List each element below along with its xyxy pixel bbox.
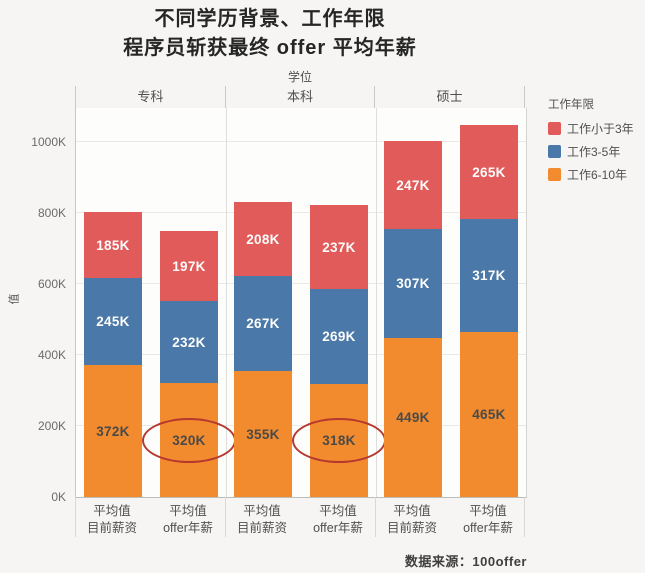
bar-segment: 269K xyxy=(310,289,368,384)
x-tick-label: 平均值 目前薪资 xyxy=(207,503,317,537)
bar-value-label: 269K xyxy=(322,329,356,344)
bar-segment: 185K xyxy=(84,212,142,278)
bar-value-label: 247K xyxy=(396,177,430,193)
bar-segment: 307K xyxy=(384,229,442,338)
gridline xyxy=(76,212,526,213)
x-tick-label-line: 平均值 xyxy=(93,504,131,518)
legend-label: 工作小于3年 xyxy=(567,122,634,136)
x-tick-label-line: offer年薪 xyxy=(163,521,213,535)
x-tick-label-line: 目前薪资 xyxy=(386,521,437,535)
legend-item: 工作3-5年 xyxy=(548,143,644,160)
annotation-ellipse xyxy=(142,417,236,463)
y-tick-label: 600K xyxy=(37,277,66,291)
x-tick-label: 平均值 offer年薪 xyxy=(133,503,243,537)
x-tick-label-line: offer年薪 xyxy=(313,521,363,535)
bar-value-label: 372K xyxy=(96,423,130,439)
bar-value-label: 355K xyxy=(246,426,280,442)
x-tick-label-line: 平均值 xyxy=(393,504,431,518)
panel-divider xyxy=(226,108,227,497)
facet-header: 本科 xyxy=(226,86,376,108)
legend: 工作年限 工作小于3年 工作3-5年 工作6-10年 xyxy=(548,96,644,189)
facet-header: 专科 xyxy=(75,86,226,108)
legend-item: 工作小于3年 xyxy=(548,120,644,137)
gridline xyxy=(76,141,526,142)
bar-value-label: 245K xyxy=(96,314,130,329)
legend-swatch xyxy=(548,122,561,135)
bar-value-label: 237K xyxy=(322,239,356,255)
gridline xyxy=(76,354,526,355)
x-tick-label: 平均值 offer年薪 xyxy=(433,503,543,537)
x-tick-label-line: offer年薪 xyxy=(463,521,513,535)
legend-title: 工作年限 xyxy=(548,99,594,111)
bar-segment: 232K xyxy=(160,301,218,383)
legend-swatch xyxy=(548,145,561,158)
x-axis-divider xyxy=(375,497,376,537)
bar-value-label: 197K xyxy=(172,258,206,274)
x-axis-divider xyxy=(75,497,76,537)
bar-value-label: 317K xyxy=(472,268,506,283)
bar-segment: 372K xyxy=(84,365,142,497)
y-tick-label: 200K xyxy=(37,419,66,433)
x-tick-label: 平均值 目前薪资 xyxy=(57,503,167,537)
facet-axis-title: 学位 xyxy=(287,70,312,84)
legend-items: 工作小于3年 工作3-5年 工作6-10年 xyxy=(548,120,644,183)
y-tick-label: 0K xyxy=(51,490,66,504)
x-tick-label-line: 平均值 xyxy=(319,504,357,518)
x-tick-label: 平均值 offer年薪 xyxy=(283,503,393,537)
y-tick-label: 800K xyxy=(37,206,66,220)
annotation-ellipse xyxy=(292,418,386,464)
bar-value-label: 267K xyxy=(246,316,280,331)
y-tick-label: 400K xyxy=(37,348,66,362)
x-axis-divider xyxy=(225,497,226,537)
panel-divider xyxy=(376,108,377,497)
bar-value-label: 465K xyxy=(472,407,506,422)
bar-value-label: 449K xyxy=(396,410,430,425)
bar-segment: 449K xyxy=(384,338,442,497)
facet-headers: 专科 本科 硕士 xyxy=(75,86,526,109)
x-tick-label-line: 平均值 xyxy=(169,504,207,518)
bar-segment: 267K xyxy=(234,276,292,371)
bar-value-label: 185K xyxy=(96,237,130,253)
x-tick-label-line: 目前薪资 xyxy=(86,521,137,535)
bar-segment: 197K xyxy=(160,231,218,301)
legend-label: 工作3-5年 xyxy=(567,145,621,159)
y-tick-label: 1000K xyxy=(31,135,66,149)
bar-value-label: 208K xyxy=(246,231,280,247)
gridline xyxy=(76,283,526,284)
x-tick-label-line: 平均值 xyxy=(469,504,507,518)
gridline xyxy=(76,425,526,426)
bar-segment: 317K xyxy=(460,219,518,332)
y-axis-title: 值 xyxy=(8,293,21,305)
chart-title-line2: 程序员斩获最终 offer 平均年薪 xyxy=(123,37,417,59)
bar-segment: 265K xyxy=(460,125,518,219)
bar-segment: 237K xyxy=(310,205,368,289)
bar-value-label: 232K xyxy=(172,334,206,350)
chart-title: 不同学历背景、工作年限 程序员斩获最终 offer 平均年薪 xyxy=(0,5,540,63)
bar-value-label: 307K xyxy=(396,276,430,291)
bar-segment: 245K xyxy=(84,278,142,365)
facet-header: 硕士 xyxy=(375,86,526,108)
x-tick-label: 平均值 目前薪资 xyxy=(357,503,467,537)
legend-label: 工作6-10年 xyxy=(567,168,628,182)
bar-value-label: 265K xyxy=(472,164,506,180)
source-note: 数据来源：100offer xyxy=(404,554,527,569)
bar-segment: 355K xyxy=(234,371,292,497)
legend-swatch xyxy=(548,168,561,181)
x-tick-label-line: 目前薪资 xyxy=(236,521,287,535)
x-axis-divider xyxy=(524,497,525,537)
bar-segment: 247K xyxy=(384,141,442,229)
plot-area: 372K 245K 185K 320K 232K 197K 355K 267K 208K 318K… xyxy=(75,108,527,498)
bar-segment: 465K xyxy=(460,332,518,497)
x-tick-label-line: 平均值 xyxy=(243,504,281,518)
chart-title-line1: 不同学历背景、工作年限 xyxy=(154,8,386,30)
legend-item: 工作6-10年 xyxy=(548,166,644,183)
bar-segment: 208K xyxy=(234,202,292,276)
